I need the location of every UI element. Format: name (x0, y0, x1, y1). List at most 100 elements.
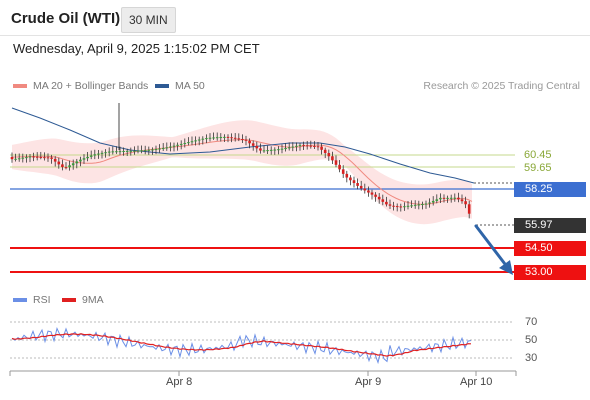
bb-swatch (13, 84, 27, 88)
candle-body-3 (21, 157, 25, 159)
pivot-badge: 58.25 (514, 182, 586, 197)
candle-body-6 (32, 156, 35, 158)
candle-body-45 (172, 145, 176, 147)
candle-body-19 (79, 159, 82, 162)
candle-body-64 (241, 138, 244, 140)
candle-body-72 (269, 149, 273, 151)
candle-body-70 (262, 150, 266, 152)
level-label-r1: 59.65 (524, 162, 552, 174)
candles-group (10, 103, 471, 219)
candle-body-68 (255, 145, 259, 149)
legend-rsi-label: RSI (33, 294, 51, 306)
x-label-apr8: Apr 8 (166, 376, 193, 388)
candle-body-69 (259, 148, 262, 151)
candle-body-23 (93, 154, 97, 156)
candle-body-79 (295, 145, 298, 147)
candle-body-14 (61, 164, 64, 168)
candle-body-66 (248, 140, 251, 144)
legend-rsi: RSI (13, 294, 51, 306)
candle-body-21 (86, 156, 89, 159)
candle-body-111 (410, 205, 413, 207)
candle-body-57 (215, 137, 219, 139)
candle-body-118 (435, 199, 439, 201)
legend-ma9-label: 9MA (82, 294, 104, 306)
candle-body-28 (111, 151, 115, 153)
candle-body-62 (233, 137, 237, 139)
candle-body-40 (154, 149, 158, 151)
candle-body-41 (158, 148, 161, 150)
candle-body-83 (309, 145, 313, 147)
candle-body-58 (219, 137, 223, 139)
candle-body-93 (345, 173, 349, 178)
candle-body-36 (140, 150, 143, 152)
candle-body-85 (316, 146, 320, 148)
candle-body-15 (64, 167, 68, 169)
candle-body-126 (464, 201, 467, 205)
candle-body-84 (313, 145, 316, 147)
candle-body-51 (194, 140, 197, 142)
candle-body-38 (147, 149, 151, 151)
candle-body-90 (334, 160, 338, 165)
candle-body-18 (75, 161, 79, 164)
candle-body-32 (125, 150, 129, 152)
candle-body-27 (107, 151, 111, 153)
interval-button[interactable]: 30 MIN (121, 7, 176, 33)
candle-body-76 (284, 148, 287, 150)
candle-body-101 (374, 194, 377, 197)
candle-body-123 (453, 197, 457, 199)
candle-body-125 (460, 199, 464, 202)
candle-body-25 (100, 152, 104, 154)
ma9-swatch (62, 298, 76, 302)
ma50-line (11, 107, 475, 184)
forecast-arrow (474, 224, 513, 275)
candle-body-105 (388, 204, 392, 206)
legend-ma50: MA 50 (155, 80, 205, 92)
candle-body-4 (25, 157, 28, 159)
candle-body-63 (237, 138, 241, 140)
candle-body-16 (68, 165, 71, 168)
candle-body-113 (417, 204, 421, 206)
candle-body-116 (428, 202, 431, 204)
candle-body-100 (370, 192, 374, 195)
candle-body-61 (230, 137, 233, 139)
candle-body-31 (122, 150, 125, 152)
candle-body-13 (57, 161, 61, 165)
x-label-apr9: Apr 9 (355, 376, 382, 388)
candle-body-39 (151, 149, 154, 151)
legend-ma9: 9MA (62, 294, 104, 306)
candle-body-73 (273, 149, 277, 151)
candle-body-103 (381, 199, 385, 202)
instrument-title: Crude Oil (WTI) (11, 10, 121, 27)
candle-body-30 (118, 151, 122, 153)
candle-body-99 (367, 190, 370, 193)
legend-bb: MA 20 + Bollinger Bands (13, 80, 148, 92)
candle-body-52 (197, 139, 201, 141)
candle-body-7 (35, 156, 39, 158)
candle-body-78 (291, 146, 295, 148)
candle-body-87 (323, 149, 327, 154)
candle-body-108 (399, 206, 403, 208)
candle-body-114 (421, 204, 424, 206)
candle-body-17 (71, 163, 75, 166)
legend-ma50-label: MA 50 (175, 80, 205, 92)
candle-body-97 (359, 185, 363, 189)
current-price-badge: 55.97 (514, 218, 586, 233)
rsi-swatch (13, 298, 27, 302)
candle-body-20 (82, 158, 86, 160)
candle-body-9 (43, 157, 46, 159)
candle-body-98 (363, 188, 367, 191)
candle-body-2 (17, 158, 21, 160)
candle-body-42 (161, 148, 165, 150)
level-label-r2: 60.45 (524, 149, 552, 161)
candle-body-43 (165, 147, 169, 149)
candle-body-5 (28, 156, 32, 158)
candle-body-106 (392, 205, 395, 207)
candle-body-115 (424, 203, 428, 205)
candle-body-119 (439, 197, 442, 200)
candle-body-91 (338, 164, 341, 170)
support-badge-2: 53.00 (514, 265, 586, 280)
rsi-ma-line (11, 333, 472, 357)
candle-body-75 (280, 148, 284, 150)
candle-body-86 (320, 146, 323, 150)
